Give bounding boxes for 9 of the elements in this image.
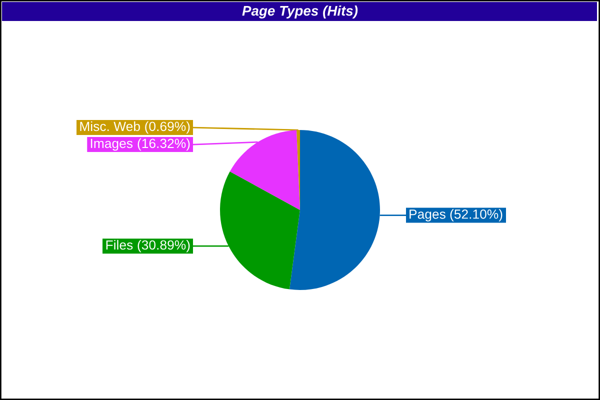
slice-label: Misc. Web bbox=[80, 121, 140, 132]
data-label: (0.69%) bbox=[145, 121, 190, 134]
slice-label: Images bbox=[90, 138, 133, 151]
data-label: (52.10%) bbox=[450, 209, 502, 222]
slice-label: Pages bbox=[410, 210, 446, 222]
chart-title: Page Types (Hits) bbox=[242, 6, 358, 18]
data-label: (16.32%) bbox=[138, 138, 190, 151]
data-label: (30.89%) bbox=[138, 240, 190, 252]
slice-label: Files bbox=[106, 240, 133, 250]
